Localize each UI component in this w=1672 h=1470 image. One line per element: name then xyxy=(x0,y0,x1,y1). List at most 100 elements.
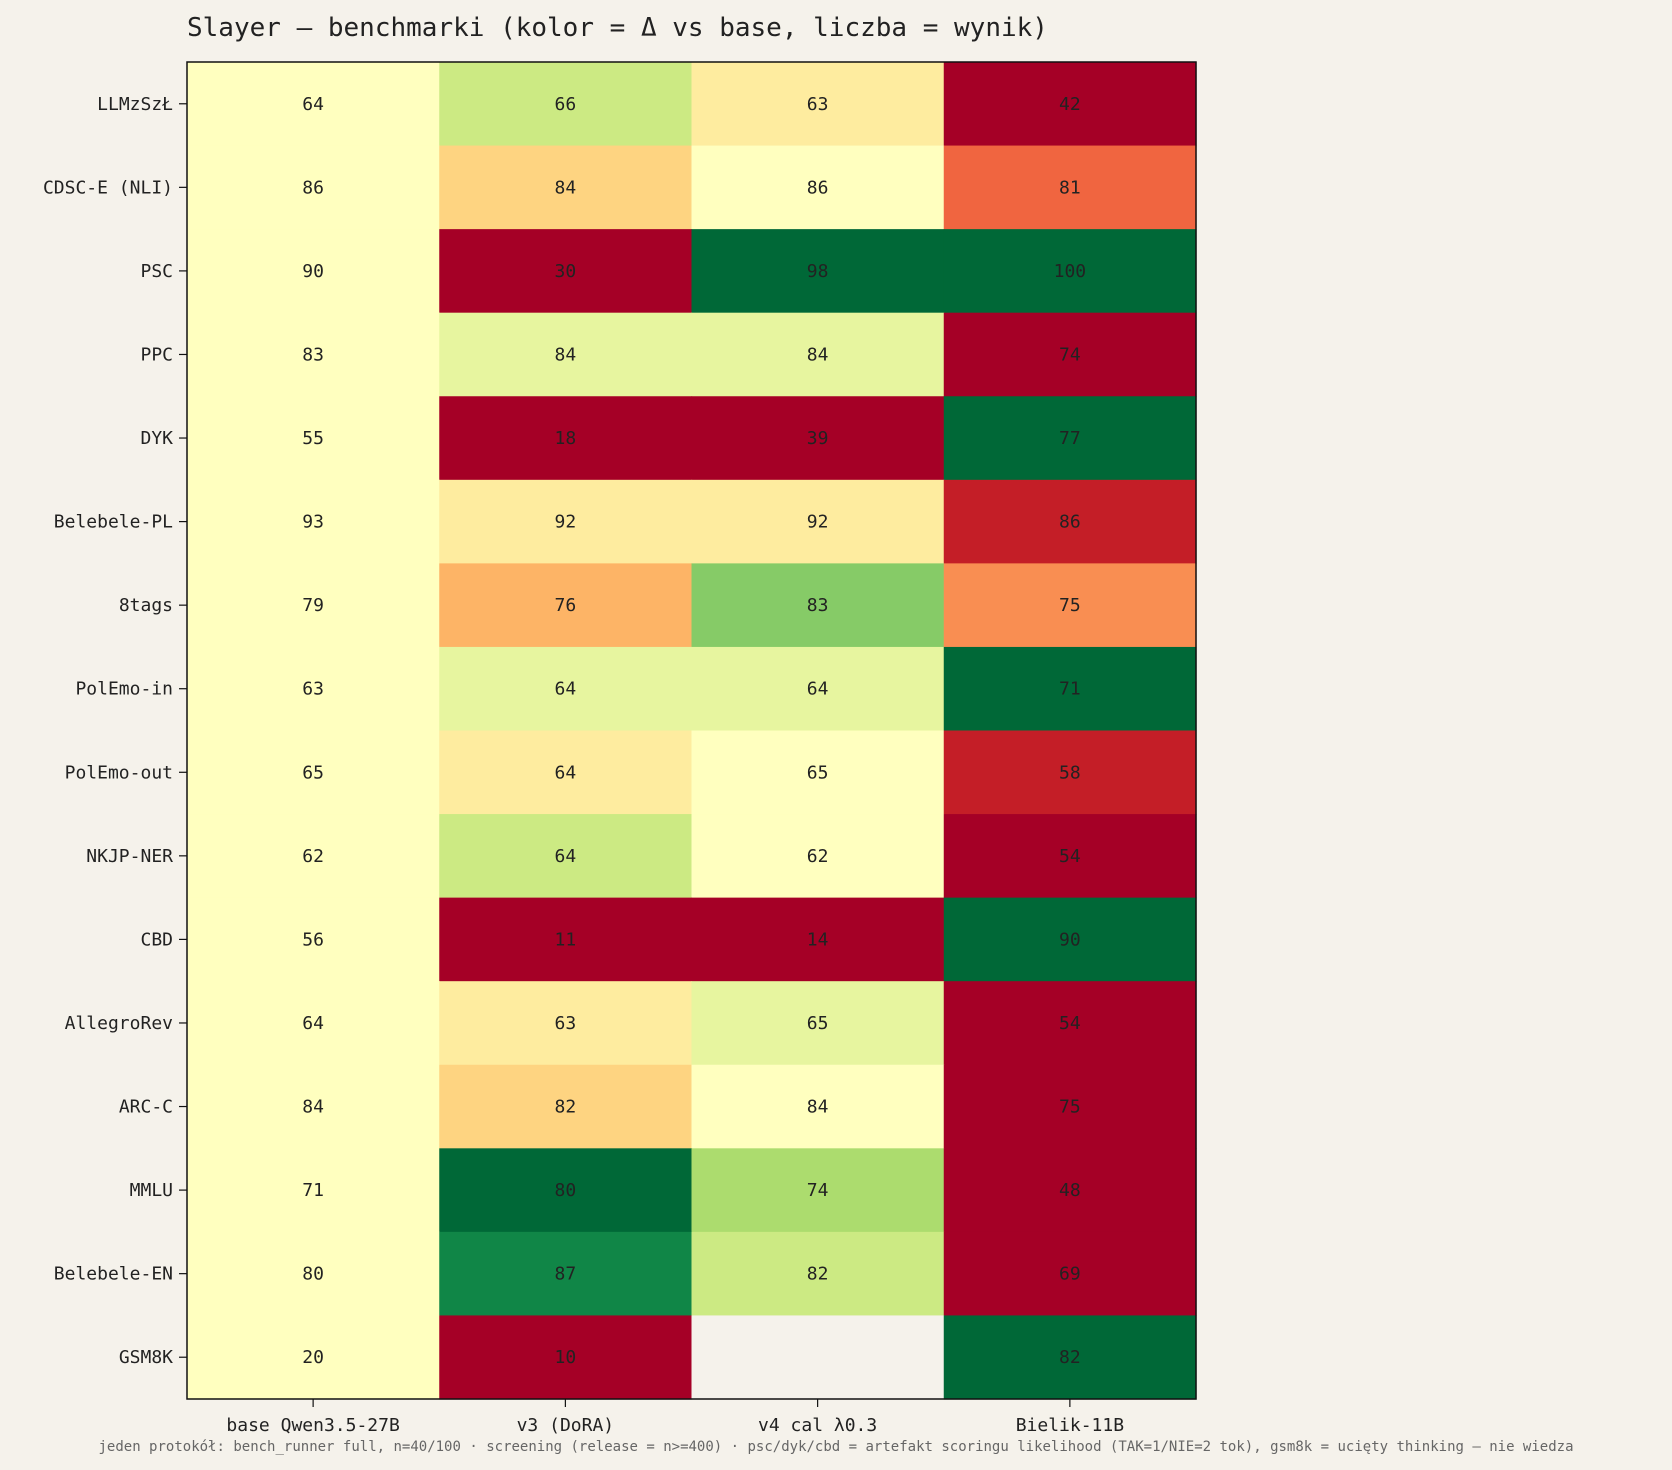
x-axis-ticks: base Qwen3.5-27B v3 (DoRA) v4 cal λ0.3 Biel… xyxy=(226,1399,1124,1436)
cell-value-label: 75 xyxy=(1059,1097,1081,1118)
cell-value-label: 42 xyxy=(1059,94,1081,115)
cell-value-label: 76 xyxy=(555,595,577,616)
heatmap-cell xyxy=(439,1231,693,1317)
heatmap-cell xyxy=(943,1231,1197,1317)
heatmap-cell xyxy=(943,62,1197,147)
heatmap-cell xyxy=(439,897,693,982)
y-tick-label: Belebele-PL xyxy=(54,512,173,533)
cell-value-label: 75 xyxy=(1059,595,1081,616)
cell-value-label: 98 xyxy=(807,261,829,282)
cell-value-label: 64 xyxy=(807,679,829,700)
heatmap-cell xyxy=(943,646,1197,732)
cell-value-label: 64 xyxy=(302,94,324,115)
heatmap-cell xyxy=(439,814,693,899)
y-tick-label: 8tags xyxy=(119,595,173,616)
heatmap-cell xyxy=(439,563,693,648)
cell-value-label: 79 xyxy=(302,595,324,616)
heatmap-cell xyxy=(187,897,440,982)
heatmap-cell xyxy=(691,312,945,397)
x-tick-label: base Qwen3.5-27B xyxy=(226,1415,399,1436)
heatmap-cell xyxy=(691,62,945,147)
heatmap-cell xyxy=(943,479,1197,564)
cell-value-label: 18 xyxy=(555,428,577,449)
heatmap-cell xyxy=(943,1148,1197,1233)
x-tick-label: v3 (DoRA) xyxy=(517,1415,615,1436)
heatmap-cell xyxy=(691,897,945,982)
cell-value-label: 62 xyxy=(302,846,324,867)
y-axis-ticks: LLMzSzŁ CDSC-E (NLI) PSC PPC DYK Belebele-PL 8… xyxy=(43,94,187,1368)
x-tick-label: v4 cal λ0.3 xyxy=(758,1415,877,1436)
cell-value-label: 64 xyxy=(555,846,577,867)
heatmap-cell xyxy=(943,1315,1197,1400)
heatmap-cell xyxy=(943,1064,1197,1149)
heatmap-cell xyxy=(691,229,945,314)
heatmap-cell xyxy=(691,1064,945,1149)
cell-value-label: 69 xyxy=(1059,1264,1081,1285)
y-tick-label: CBD xyxy=(140,929,173,950)
cell-value-label: 63 xyxy=(807,94,829,115)
heatmap-cell xyxy=(439,62,693,147)
cell-value-label: 48 xyxy=(1059,1180,1081,1201)
heatmap-cell xyxy=(187,479,440,564)
heatmap-cell xyxy=(187,1148,440,1233)
cell-value-label: 63 xyxy=(555,1013,577,1034)
heatmap-cell xyxy=(439,145,693,230)
heatmap-cell xyxy=(187,1231,440,1317)
cell-value-label: 86 xyxy=(1059,512,1081,533)
cell-value-label: 82 xyxy=(807,1264,829,1285)
cell-value-label: 71 xyxy=(302,1180,324,1201)
heatmap-cell xyxy=(691,145,945,230)
chart-title: Slayer — benchmarki (kolor = Δ vs base, … xyxy=(187,13,1048,43)
cell-value-label: 84 xyxy=(807,1097,829,1118)
heatmap-cell xyxy=(691,1315,945,1400)
heatmap-cell xyxy=(943,145,1197,230)
cell-value-label: 90 xyxy=(302,261,324,282)
y-tick-label: DYK xyxy=(140,428,173,449)
cell-value-label: 84 xyxy=(302,1097,324,1118)
cell-value-label: 64 xyxy=(555,679,577,700)
cell-value-label: 80 xyxy=(302,1264,324,1285)
heatmap-cell xyxy=(187,62,440,147)
heatmap-cells xyxy=(187,62,1197,1400)
heatmap-cell xyxy=(439,396,693,481)
heatmap-cell xyxy=(691,814,945,899)
y-tick-label: MMLU xyxy=(130,1180,173,1201)
heatmap-cell xyxy=(439,1315,693,1400)
cell-value-label: 74 xyxy=(807,1180,829,1201)
cell-value-label: 74 xyxy=(1059,344,1081,365)
cell-value-label: 10 xyxy=(555,1347,577,1368)
cell-value-label: 56 xyxy=(302,929,324,950)
heatmap-cell xyxy=(187,981,440,1066)
heatmap-cell xyxy=(187,396,440,481)
heatmap-cell xyxy=(187,1064,440,1149)
cell-value-label: 84 xyxy=(555,177,577,198)
cell-value-label: 83 xyxy=(807,595,829,616)
cell-value-label: 64 xyxy=(302,1013,324,1034)
heatmap-cell xyxy=(691,479,945,564)
cell-value-label: 83 xyxy=(302,344,324,365)
heatmap-value-labels: 64 66 63 42 86 84 86 81 90 30 98 100 83 84 84 74 55 18 39 7… xyxy=(302,94,1086,1368)
cell-value-label: 87 xyxy=(555,1264,577,1285)
y-tick-label: LLMzSzŁ xyxy=(97,94,173,115)
cell-value-label: 92 xyxy=(555,512,577,533)
y-tick-label: ARC-C xyxy=(119,1097,173,1118)
y-tick-label: PolEmo-in xyxy=(75,679,173,700)
cell-value-label: 30 xyxy=(555,261,577,282)
y-tick-label: PPC xyxy=(140,344,173,365)
cell-value-label: 65 xyxy=(807,762,829,783)
cell-value-label: 54 xyxy=(1059,1013,1081,1034)
heatmap-cell xyxy=(943,981,1197,1066)
cell-value-label: 58 xyxy=(1059,762,1081,783)
cell-value-label: 82 xyxy=(555,1097,577,1118)
cell-value-label: 65 xyxy=(302,762,324,783)
heatmap-cell xyxy=(943,229,1197,314)
heatmap-cell xyxy=(187,1315,440,1400)
heatmap-cell xyxy=(691,730,945,815)
cell-value-label: 77 xyxy=(1059,428,1081,449)
heatmap-cell xyxy=(439,229,693,314)
heatmap-cell xyxy=(943,396,1197,481)
x-tick-label: Bielik-11B xyxy=(1016,1415,1124,1436)
heatmap-cell xyxy=(943,563,1197,648)
plot-frame xyxy=(186,61,1197,1400)
